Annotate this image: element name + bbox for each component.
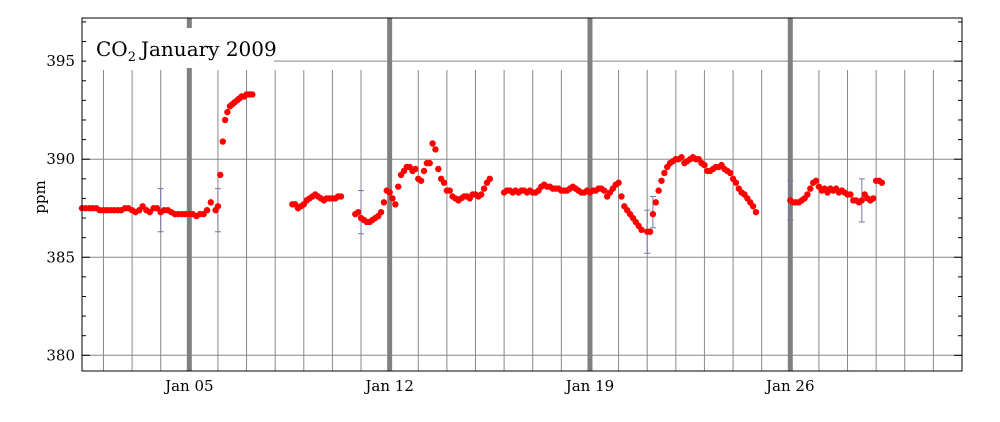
data-point bbox=[435, 165, 442, 173]
data-point bbox=[652, 199, 659, 206]
data-point bbox=[878, 179, 886, 186]
chart-title-box: CO2 January 2009 bbox=[86, 28, 277, 68]
data-point bbox=[392, 201, 399, 208]
data-point bbox=[432, 146, 439, 153]
title-subscript: 2 bbox=[128, 50, 136, 65]
data-point bbox=[219, 138, 226, 145]
data-point bbox=[221, 116, 229, 124]
data-point bbox=[429, 140, 436, 147]
data-point bbox=[655, 187, 662, 194]
plot-frame bbox=[81, 17, 963, 372]
x-tick-label: Jan 12 bbox=[363, 377, 413, 395]
data-point bbox=[389, 195, 396, 202]
data-point bbox=[638, 226, 645, 233]
data-point bbox=[701, 161, 708, 169]
data-point bbox=[649, 210, 657, 218]
data-point bbox=[395, 183, 402, 190]
tick-labels: 380 385 390 395 Jan 05 Jan 12 Jan 19 Jan 26 bbox=[46, 52, 814, 395]
data-point bbox=[858, 197, 866, 204]
data-point bbox=[386, 189, 393, 196]
data-point bbox=[847, 191, 854, 198]
data-point bbox=[417, 177, 425, 184]
y-tick-label: 390 bbox=[46, 150, 75, 168]
data-point bbox=[214, 203, 222, 210]
data-point bbox=[807, 185, 814, 192]
data-point bbox=[812, 177, 820, 184]
y-tick-label: 395 bbox=[46, 52, 75, 70]
title-background bbox=[86, 28, 274, 68]
data-point bbox=[426, 159, 433, 167]
y-tick-label: 380 bbox=[46, 346, 75, 364]
data-point bbox=[354, 208, 362, 216]
data-point bbox=[207, 199, 214, 206]
data-point bbox=[440, 179, 448, 186]
data-point bbox=[203, 206, 211, 214]
data-points bbox=[78, 91, 886, 235]
data-point bbox=[486, 175, 494, 183]
data-point bbox=[749, 203, 757, 210]
title-main: January 2009 bbox=[139, 37, 277, 61]
data-point bbox=[661, 169, 668, 177]
x-tick-label: Jan 26 bbox=[764, 377, 814, 395]
data-point bbox=[380, 199, 388, 206]
data-point bbox=[870, 195, 877, 202]
data-point bbox=[732, 179, 740, 186]
data-point bbox=[217, 171, 224, 179]
data-point bbox=[337, 193, 345, 200]
axis-ticks bbox=[82, 21, 962, 356]
data-point bbox=[377, 208, 385, 216]
data-point bbox=[615, 179, 622, 186]
data-point bbox=[726, 169, 734, 177]
data-point bbox=[752, 208, 760, 216]
data-point bbox=[646, 228, 654, 235]
data-point bbox=[412, 165, 419, 173]
title-prefix: CO bbox=[96, 37, 128, 61]
data-point bbox=[658, 177, 665, 184]
data-point bbox=[480, 185, 488, 192]
y-axis-title: ppm bbox=[31, 180, 49, 213]
data-point bbox=[601, 187, 608, 194]
data-point bbox=[618, 193, 625, 200]
y-tick-label: 385 bbox=[46, 248, 75, 266]
chart-title: CO2 January 2009 bbox=[96, 37, 277, 65]
data-point bbox=[446, 187, 453, 194]
data-point bbox=[678, 154, 685, 161]
data-point bbox=[420, 167, 428, 175]
x-tick-label: Jan 05 bbox=[163, 377, 213, 395]
data-point bbox=[478, 191, 485, 198]
data-point bbox=[804, 191, 811, 198]
data-point bbox=[249, 91, 256, 98]
x-tick-label: Jan 19 bbox=[564, 377, 614, 395]
data-point bbox=[224, 108, 231, 116]
